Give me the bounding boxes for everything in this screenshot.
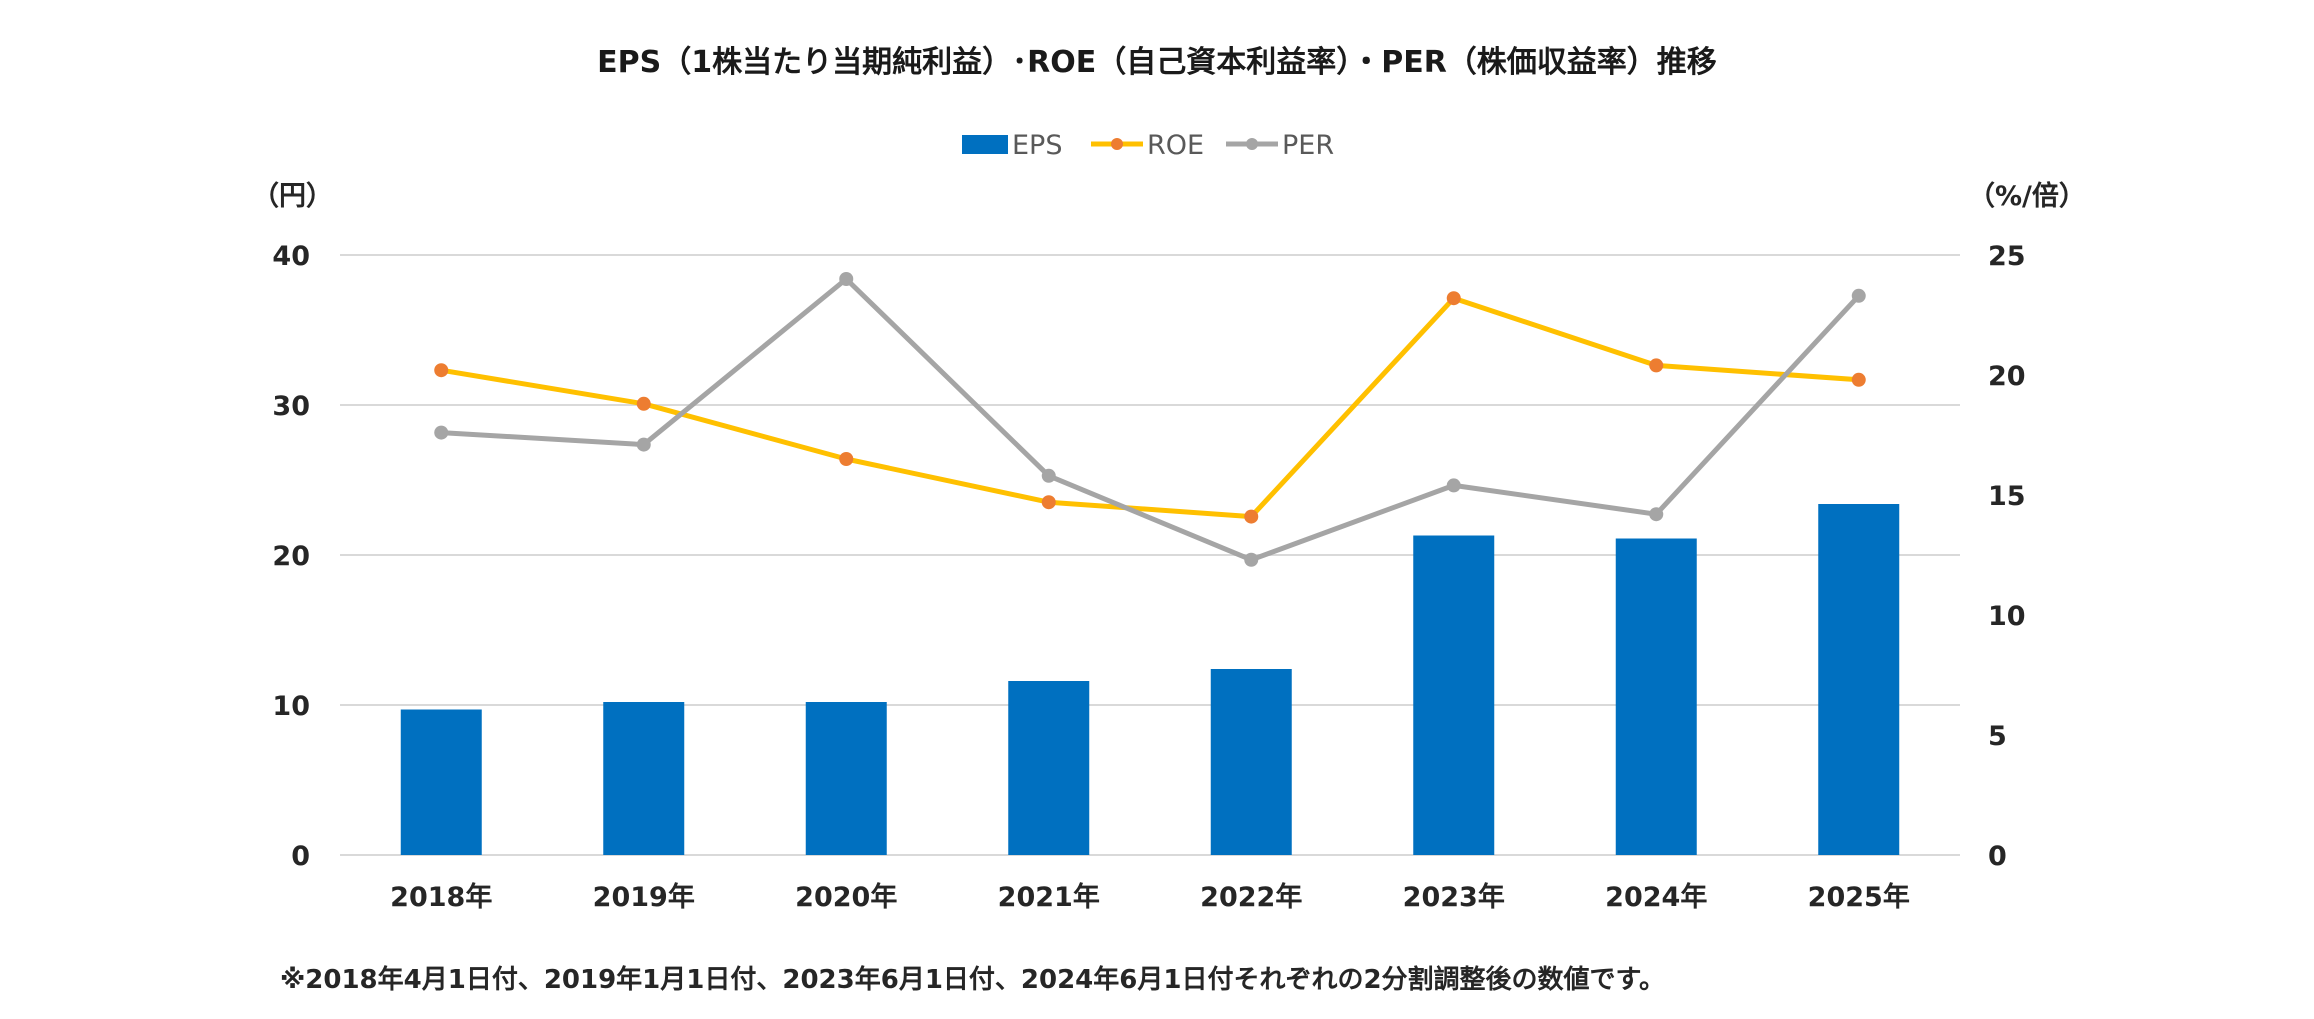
x-axis-tick-label: 2022年	[1200, 881, 1302, 913]
roe-point	[839, 452, 854, 466]
right-axis-unit: （%/倍）	[1968, 180, 2086, 212]
eps-bar	[1615, 538, 1697, 855]
left-axis-tick-label: 0	[291, 841, 310, 872]
right-axis-ticks: 0 5 10 15 20 25	[1988, 241, 2026, 872]
per-point	[839, 272, 854, 286]
legend-roe-label: ROE	[1147, 130, 1204, 161]
roe-point	[1851, 372, 1866, 387]
x-axis-tick-label: 2020年	[795, 881, 897, 913]
left-axis-unit: （円）	[252, 181, 333, 212]
per-line	[438, 276, 1862, 563]
roe-point	[1446, 291, 1461, 306]
roe-point	[636, 396, 651, 411]
eps-bar	[1818, 504, 1900, 855]
roe-point	[1041, 495, 1056, 510]
left-axis-tick-label: 10	[272, 691, 310, 722]
chart-title: EPS（1株当たり当期純利益）･ROE（自己資本利益率）・PER（株価収益率）推…	[597, 45, 1717, 80]
per-point	[1851, 288, 1866, 303]
gridlines	[340, 254, 1960, 856]
x-axis-tick-label: 2018年	[390, 881, 492, 913]
x-axis-tick-label: 2023年	[1403, 881, 1505, 913]
right-axis-tick-label: 0	[1988, 841, 2007, 872]
legend-roe-marker	[1111, 138, 1123, 150]
eps-bar	[603, 702, 685, 855]
footnote: ※2018年4月1日付、2019年1月1日付、2023年6月1日付、2024年6…	[280, 964, 1665, 995]
roe-line	[438, 295, 1862, 520]
x-axis-tick-label: 2024年	[1605, 881, 1707, 913]
left-axis-ticks: 0 10 20 30 40	[272, 241, 310, 872]
legend-eps-label: EPS	[1012, 130, 1062, 161]
roe-point	[1649, 358, 1664, 373]
right-axis-tick-label: 5	[1988, 721, 2007, 752]
per-point	[1041, 468, 1056, 483]
legend-eps-swatch	[962, 135, 1008, 154]
per-point	[1244, 552, 1259, 567]
line-series	[434, 272, 1866, 567]
left-axis-tick-label: 20	[272, 541, 310, 572]
x-axis-ticks: 2018年 2019年 2020年 2021年 2022年 2023年 2024年 2025年	[390, 881, 1910, 913]
right-axis-tick-label: 10	[1988, 601, 2026, 632]
eps-bar	[1413, 535, 1495, 855]
legend-per-label: PER	[1282, 130, 1334, 161]
left-axis-tick-label: 30	[272, 391, 310, 422]
eps-bars	[400, 504, 1900, 855]
right-axis-tick-label: 25	[1988, 241, 2026, 272]
eps-bar	[400, 709, 482, 855]
roe-point	[434, 363, 449, 378]
x-axis-tick-label: 2025年	[1808, 881, 1910, 913]
per-point	[636, 437, 651, 452]
x-axis-tick-label: 2021年	[998, 881, 1100, 913]
eps-bar	[1210, 669, 1292, 855]
roe-point	[1244, 509, 1259, 524]
x-axis-tick-label: 2019年	[593, 881, 695, 913]
eps-bar	[1008, 681, 1090, 855]
left-axis-tick-label: 40	[272, 241, 310, 272]
eps-bar	[805, 702, 887, 855]
legend: EPS ROE PER	[962, 130, 1334, 161]
per-point	[1649, 507, 1664, 522]
legend-per-marker	[1246, 138, 1258, 150]
right-axis-tick-label: 15	[1988, 481, 2026, 512]
per-point	[1446, 478, 1461, 493]
per-point	[434, 425, 449, 440]
right-axis-tick-label: 20	[1988, 361, 2026, 392]
